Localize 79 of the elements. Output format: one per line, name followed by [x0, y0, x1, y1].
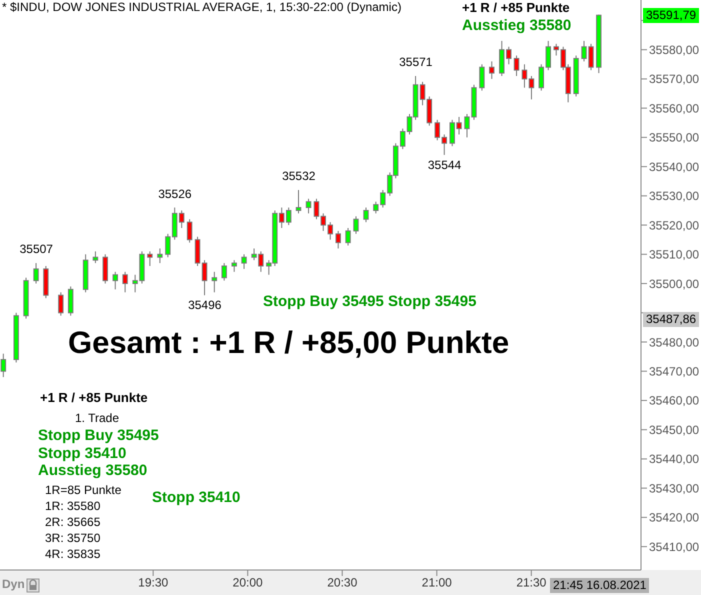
candlestick — [464, 114, 470, 138]
y-tick-label: 35520,00 — [649, 218, 700, 232]
y-tick-label: 35470,00 — [649, 364, 700, 378]
y-tick-label: 35510,00 — [649, 248, 700, 262]
annotation: 35571 — [398, 55, 434, 70]
y-tick-label: 35560,00 — [649, 101, 700, 116]
annotation: Ausstieg 35580 — [38, 462, 148, 480]
x-tick-label: 19:30 — [138, 576, 168, 590]
candlestick — [306, 198, 312, 214]
annotation: Stopp 35410 — [152, 489, 240, 506]
text: Dyn — [2, 577, 25, 592]
annotation: 35544 — [426, 158, 462, 172]
candlestick — [296, 190, 302, 214]
annotation: 1R: 35580 — [45, 499, 100, 514]
candlestick — [147, 250, 153, 266]
candlestick — [588, 43, 594, 71]
candlestick — [212, 271, 218, 293]
candlestick — [202, 260, 208, 296]
annotation: 35532 — [281, 169, 316, 184]
y-tick-label: 35500,00 — [649, 276, 700, 291]
annotation: Stopp 35410 — [38, 445, 126, 462]
annotation: 3R: 35750 — [45, 531, 100, 546]
text: 21:45 16.08.2021 — [550, 578, 650, 594]
y-tick-label: 35420,00 — [649, 510, 700, 525]
candlestick — [479, 64, 485, 92]
annotation: 1. Trade — [75, 411, 120, 426]
candlestick — [112, 271, 118, 290]
candlestick — [221, 262, 227, 282]
y-tick-label: 35460,00 — [649, 394, 700, 408]
y-tick-label: 35430,00 — [649, 481, 700, 496]
annotation: Ausstieg 35580 — [462, 17, 572, 34]
x-tick-label: 20:00 — [232, 576, 264, 590]
chart-title: * $INDU, DOW JONES INDUSTRIAL AVERAGE, 1, 15:30-22:00 (Dynamic) — [2, 0, 402, 14]
annotation: Gesamt : +1 R / +85,00 Punkte — [68, 325, 510, 360]
x-tick-label: 21:30 — [516, 576, 547, 590]
candlestick — [363, 207, 369, 223]
y-tick-label: 35550,00 — [649, 130, 700, 145]
y-tick-label: 35540,00 — [649, 160, 700, 174]
y-tick-label: 35580,00 — [649, 42, 700, 57]
x-tick-label: 20:30 — [327, 576, 358, 590]
candlestick — [514, 55, 520, 76]
candlestick — [186, 218, 192, 244]
y-tick-label: 35480,00 — [649, 335, 700, 350]
candlestick — [33, 262, 39, 284]
candlestick — [353, 216, 359, 234]
annotation: Stopp Buy 35495 — [38, 427, 159, 444]
candlestick — [581, 40, 587, 62]
y-tick-label: 35410,00 — [649, 540, 700, 554]
y-tick-label: 35530,00 — [649, 189, 700, 204]
text: 35487,86 — [643, 312, 700, 328]
annotation: 35526 — [157, 186, 193, 201]
y-tick-label: 35570,00 — [649, 72, 700, 86]
candlestick — [0, 353, 6, 378]
annotation: 2R: 35665 — [45, 515, 100, 530]
y-tick-label: 35440,00 — [649, 452, 700, 466]
candlestick — [68, 286, 74, 316]
candlestick — [194, 236, 200, 266]
annotation: +1 R / +85 Punkte — [462, 0, 570, 16]
candlestick — [345, 228, 351, 246]
annotation: 1R=85 Punkte — [45, 483, 122, 498]
annotation: 35496 — [187, 298, 222, 312]
annotation: 35507 — [18, 242, 54, 256]
annotation: Stopp Buy 35495 Stopp 35495 — [263, 293, 476, 310]
candlestick — [157, 248, 163, 264]
candlestick — [58, 292, 64, 316]
candlestick — [102, 254, 108, 284]
candlestick — [122, 271, 128, 293]
candlestick — [336, 230, 341, 249]
annotation: +1 R / +85 Punkte — [40, 390, 148, 406]
candlestick — [489, 60, 494, 80]
y-tick-label: 35450,00 — [649, 422, 700, 437]
candlestick — [522, 64, 528, 88]
text: 35591,79 — [643, 8, 700, 24]
candlestick — [241, 254, 247, 270]
candlestick — [528, 76, 534, 100]
candlestick — [232, 260, 237, 272]
candlestick — [92, 250, 98, 264]
x-tick-label: 21:00 — [422, 576, 452, 590]
annotation: 4R: 35835 — [45, 547, 100, 562]
